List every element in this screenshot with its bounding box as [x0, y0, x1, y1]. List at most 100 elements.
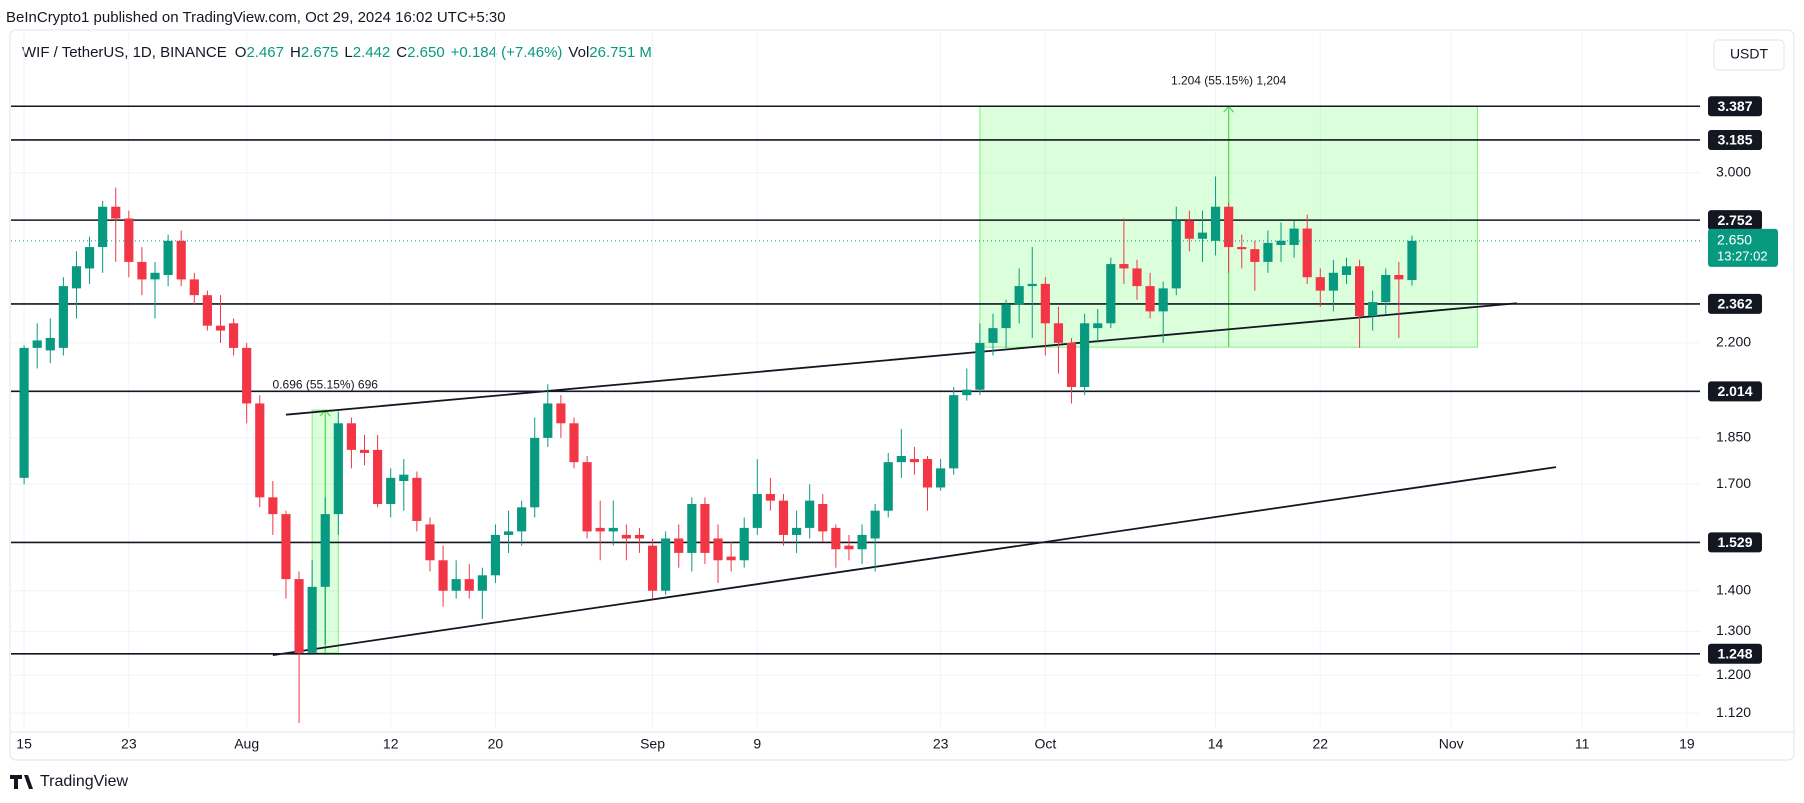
ohlc-key: L: [344, 44, 352, 61]
candle-body: [464, 579, 474, 591]
x-tick-label: Oct: [1034, 736, 1056, 752]
x-tick-label: Nov: [1439, 736, 1464, 752]
last-price-tag: [1708, 228, 1778, 267]
candle-body: [922, 459, 933, 488]
candle-body: [713, 538, 723, 561]
candle-body: [1093, 323, 1103, 329]
candle-body: [1171, 220, 1181, 289]
plot: 15 23 Aug 12 20 Sep 9 23 Oct 14 22 Nov 11 19 3.000 2.20…: [10, 30, 1794, 752]
brand-logo: [10, 775, 33, 789]
candle-body: [608, 527, 618, 532]
level-label: 1.248: [1717, 645, 1752, 661]
measure-arrowhead: [319, 409, 331, 417]
x-tick-label: Aug: [234, 736, 259, 752]
candle-body: [399, 474, 409, 482]
brand-name: TradingView: [40, 773, 128, 790]
candle-body: [1302, 228, 1312, 278]
candle-body: [569, 423, 579, 463]
candle-body: [346, 423, 357, 450]
ohlc-value: 2.442: [353, 44, 391, 61]
candle-body: [242, 347, 252, 404]
level-label: 2.752: [1717, 212, 1752, 228]
candle-body: [975, 342, 985, 390]
candle-body: [32, 340, 42, 348]
candle-body: [778, 500, 789, 535]
ohlc-key: O: [235, 44, 247, 61]
ohlc-value: 2.467: [246, 44, 284, 61]
candle-body: [647, 545, 658, 591]
publisher: BeInCrypto1 published on TradingView.com…: [6, 9, 506, 26]
candle-body: [1341, 266, 1352, 275]
currency-button[interactable]: [1713, 39, 1785, 71]
candle-body: [962, 389, 972, 396]
candle-body: [202, 295, 212, 326]
y-tick-label: 1.200: [1716, 666, 1751, 682]
measure-label: 1.204 (55.15%) 1,204: [1171, 73, 1287, 87]
candle-body: [988, 328, 998, 343]
candle-body: [477, 575, 487, 591]
candle-body: [1119, 264, 1129, 269]
candle-body: [412, 477, 422, 521]
candle-body: [739, 527, 749, 561]
candle-body: [621, 534, 631, 539]
candle-body: [726, 556, 736, 561]
x-tick-label: 23: [933, 736, 949, 752]
candle-body: [176, 240, 186, 280]
candle-body: [582, 462, 592, 532]
candle-body: [307, 586, 317, 653]
candle-body: [425, 524, 435, 561]
candle-body: [268, 497, 278, 515]
candle-body: [189, 279, 199, 296]
candle-body: [373, 449, 383, 504]
level-tag: [1708, 532, 1762, 553]
candle-body: [58, 286, 68, 348]
candle-body: [294, 579, 304, 653]
candle-body: [543, 403, 553, 438]
candle-body: [111, 206, 121, 219]
candle-body: [661, 538, 671, 591]
candle-body: [805, 500, 815, 528]
candle-body: [1158, 288, 1168, 312]
candle-body: [1276, 240, 1286, 245]
candle-body: [137, 261, 147, 280]
level-label: 2.014: [1717, 383, 1752, 399]
candle-body: [320, 514, 330, 587]
candle-body: [1066, 342, 1077, 387]
candle-body: [1328, 272, 1338, 291]
candle-body: [1014, 286, 1024, 305]
candle-body: [1354, 266, 1365, 317]
candle-body: [896, 455, 906, 463]
candle-body: [791, 527, 802, 535]
candle-body: [634, 534, 645, 539]
level-label: 1.529: [1717, 534, 1752, 550]
candle-body: [1407, 240, 1417, 281]
candle-body: [281, 514, 291, 580]
candle-body: [1001, 304, 1011, 329]
candle-body: [818, 503, 828, 532]
ohlc-value: 2.675: [301, 44, 339, 61]
measure-label: 0.696 (55.15%) 696: [273, 377, 379, 391]
candle-body: [857, 534, 867, 550]
level-tag: [1708, 381, 1762, 402]
candle-body: [1145, 286, 1155, 312]
candle-body: [595, 527, 605, 532]
x-tick-label: 14: [1208, 736, 1224, 752]
candle-body: [1184, 220, 1194, 239]
candle-body: [1263, 242, 1273, 262]
symbol: WIF / TetherUS, 1D, BINANCE: [22, 44, 227, 61]
candle-body: [1080, 323, 1090, 387]
y-tick-label: 2.200: [1716, 334, 1751, 350]
ohlc-key: H: [290, 44, 301, 61]
candle-body: [333, 423, 343, 515]
candle-body: [556, 403, 566, 424]
trendline: [272, 466, 1557, 656]
candle-body: [215, 325, 226, 331]
candle-body: [1040, 283, 1050, 324]
brand: TradingView: [10, 773, 128, 790]
x-tick-label: 20: [488, 736, 504, 752]
level-label: 3.185: [1717, 132, 1752, 148]
candle-body: [1368, 302, 1378, 317]
currency-label[interactable]: USDT: [1730, 46, 1769, 62]
